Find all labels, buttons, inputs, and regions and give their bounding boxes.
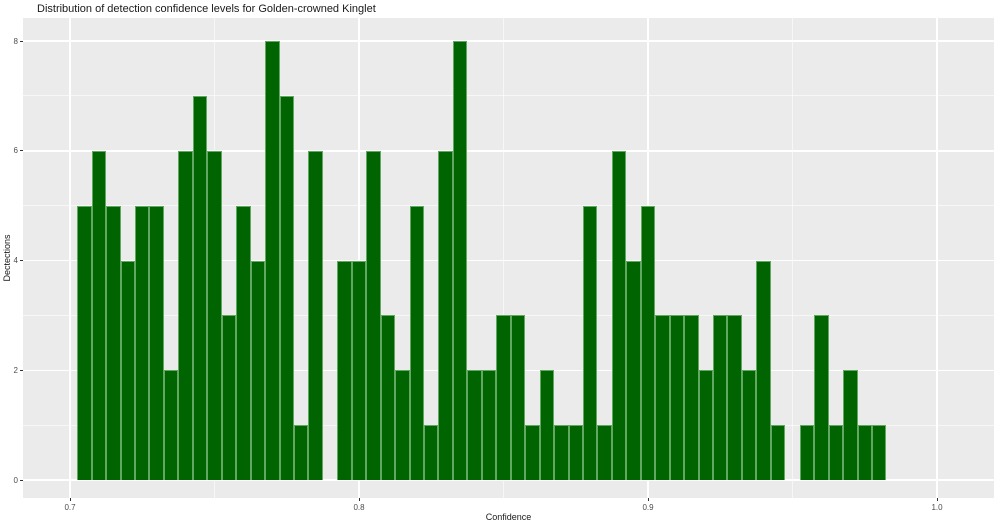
histogram-bar (380, 315, 396, 480)
x-tick-label: 0.7 (64, 503, 76, 512)
histogram-bar (756, 260, 771, 480)
histogram-bar (135, 205, 150, 480)
y-tick-mark (20, 40, 23, 42)
y-tick-label: 6 (13, 146, 18, 156)
histogram-bar (178, 150, 193, 480)
histogram-bar (496, 315, 511, 480)
gridline-y-major (23, 479, 994, 481)
histogram-bar (828, 425, 844, 480)
y-tick-mark (20, 260, 23, 261)
x-tick-label: 1.0 (931, 503, 943, 512)
gridline-y-major (23, 150, 994, 152)
histogram-bar (308, 150, 323, 480)
x-tick-mark (647, 498, 649, 501)
y-axis-title: Dectections (2, 234, 12, 282)
histogram-bar (554, 425, 569, 480)
histogram-bar (250, 260, 266, 480)
histogram-bar (409, 205, 424, 480)
histogram-bar (481, 370, 497, 480)
gridline-x-major (936, 18, 938, 498)
histogram-bar (395, 370, 410, 480)
histogram-bar (684, 315, 699, 480)
histogram-bar (279, 95, 294, 480)
y-tick-mark (20, 150, 23, 152)
histogram-bar (582, 205, 598, 480)
gridline-y-major (23, 40, 994, 42)
histogram-bar (525, 425, 540, 480)
histogram-bar (727, 315, 742, 480)
histogram-bar (293, 425, 309, 480)
histogram-bar (192, 95, 208, 480)
plot-panel (23, 18, 994, 498)
x-axis-title: Confidence (485, 512, 532, 522)
histogram-bar (163, 370, 179, 480)
histogram-bar (611, 150, 627, 480)
plot-title: Distribution of detection confidence lev… (37, 3, 376, 15)
histogram-bar (626, 260, 641, 480)
histogram-bar (713, 315, 728, 480)
histogram-bar (438, 150, 453, 480)
histogram-bar (640, 205, 656, 480)
histogram-bar (236, 205, 251, 480)
x-tick-label: 0.8 (353, 503, 365, 512)
y-tick-label: 4 (13, 256, 18, 265)
x-tick-label: 0.9 (642, 503, 654, 512)
histogram-bar (337, 260, 352, 480)
histogram-bar (857, 425, 872, 480)
histogram-bar (424, 425, 439, 480)
gridline-x-major (69, 18, 71, 498)
histogram-bar (265, 41, 280, 480)
gridline-y-major (23, 259, 994, 262)
histogram-bar (669, 315, 685, 480)
y-tick-label: 8 (13, 36, 18, 46)
histogram-bar (351, 260, 367, 480)
histogram-bar (120, 260, 135, 480)
y-tick-mark (20, 479, 23, 481)
histogram-bar (770, 425, 786, 480)
histogram-bar (452, 41, 468, 480)
histogram-bar (539, 370, 555, 480)
y-tick-mark (20, 369, 23, 371)
gridline-x-minor (792, 18, 793, 498)
histogram-bar (221, 315, 237, 480)
histogram-bar (77, 205, 92, 480)
histogram-bar (91, 150, 107, 480)
histogram-bar (698, 370, 713, 480)
histogram-bar (366, 150, 381, 480)
x-tick-mark (936, 498, 938, 501)
histogram-bar (106, 205, 121, 480)
histogram-bar (655, 315, 670, 480)
histogram-bar (871, 425, 887, 480)
histogram-bar (597, 425, 612, 480)
histogram-bar (207, 150, 222, 480)
gridline-x-minor (503, 18, 504, 498)
y-tick-label: 2 (13, 365, 18, 375)
histogram-bar (741, 370, 757, 480)
histogram-bar (843, 370, 858, 480)
histogram-bar (814, 315, 829, 480)
gridline-y-minor (23, 95, 994, 97)
gridline-y-minor (23, 205, 994, 207)
gridline-x-major (358, 18, 360, 498)
histogram-bar (799, 425, 815, 480)
histogram-bar (467, 370, 482, 480)
x-tick-mark (358, 498, 360, 501)
histogram-bar (568, 425, 583, 480)
histogram-bar (510, 315, 526, 480)
x-tick-mark (69, 498, 71, 501)
y-tick-label: 0 (13, 475, 18, 485)
histogram-bar (149, 205, 164, 480)
